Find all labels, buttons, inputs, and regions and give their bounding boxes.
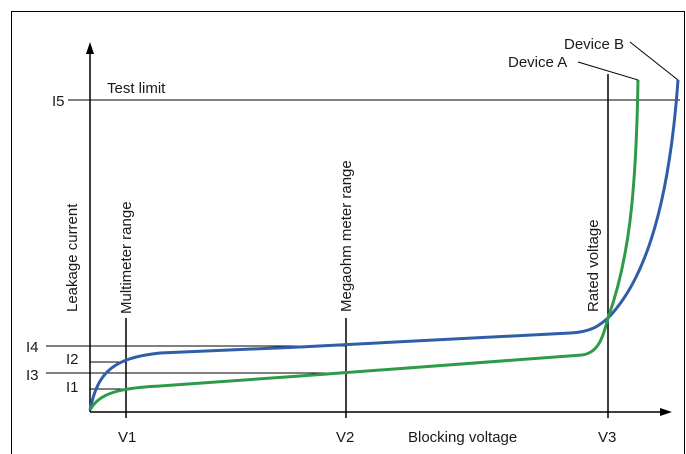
x-tick-v1: V1 [118,429,136,446]
y-tick-i4: I4 [26,339,39,356]
x-axis-arrow [660,408,672,416]
y-axis-arrow [86,42,94,54]
x-tick-v3: V3 [598,429,616,446]
y-tick-i2: I2 [66,351,79,368]
diagram-frame [11,11,685,454]
device-a-curve [88,79,640,411]
test-limit-label: Test limit [107,80,166,97]
device-b-label: Device B [564,36,624,53]
y-tick-i3: I3 [26,367,39,384]
y-axis-label: Leakage current [64,203,81,312]
device-b-curve [88,79,680,411]
device-a-leader [577,61,639,81]
rated-voltage-label: Rated voltage [585,219,602,312]
multimeter-range-label: Multimeter range [118,201,135,314]
x-axis-label: Blocking voltage [408,429,517,446]
megaohm-range-label: Megaohm meter range [338,160,355,312]
device-a-label: Device A [508,54,567,71]
x-tick-v2: V2 [336,429,354,446]
y-tick-i1: I1 [66,379,79,396]
device-b-leader [629,41,679,81]
y-tick-i5: I5 [52,93,65,110]
